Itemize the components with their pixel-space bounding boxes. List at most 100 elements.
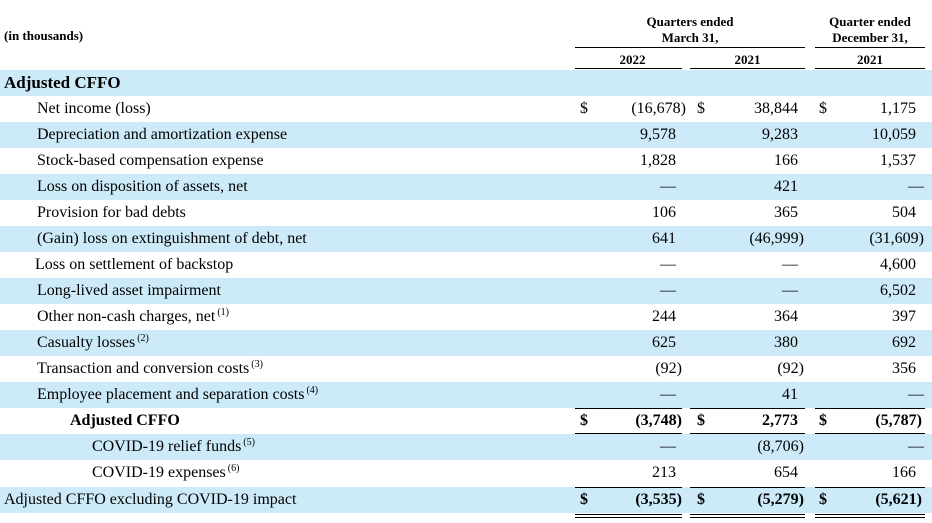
- table-row: Other non-cash charges, net (1) 244 364 3…: [0, 304, 932, 330]
- value-2021-q4: —: [908, 178, 924, 195]
- value-2022: —: [660, 386, 676, 403]
- col3-year: 2021: [857, 52, 883, 67]
- value-2021-q4: 504: [892, 204, 916, 221]
- total-top-rule: [575, 487, 682, 488]
- value-2021-q1: 38,844: [754, 100, 798, 117]
- subtotal-top-rule: [690, 408, 805, 409]
- subtotal-top-rule: [815, 408, 925, 409]
- footnote-marker: (6): [227, 463, 240, 474]
- value-2021-q4: —: [908, 386, 924, 403]
- section-title: Adjusted CFFO: [4, 73, 121, 92]
- value-2021-q1: (92): [777, 360, 804, 377]
- dollar-sign: $: [580, 412, 588, 429]
- value-2021-q4: 692: [892, 334, 916, 351]
- table-row: Long-lived asset impairment — — 6,502: [0, 278, 932, 304]
- value-2021-q4: (5,621): [875, 491, 922, 508]
- row-label: Adjusted CFFO: [70, 412, 180, 429]
- section-title-row: Adjusted CFFO: [0, 70, 932, 96]
- value-2022: —: [660, 256, 676, 273]
- row-label: Stock-based compensation expense: [37, 152, 264, 169]
- value-2022: 625: [652, 334, 676, 351]
- value-2022: 106: [652, 204, 676, 221]
- value-2021-q1: 166: [774, 152, 798, 169]
- dollar-sign: $: [580, 491, 588, 508]
- total-double-rule: [690, 517, 805, 518]
- subtotal-bottom-rule: [575, 433, 682, 434]
- subtotal-top-rule: [575, 408, 682, 409]
- dollar-sign: $: [697, 100, 705, 117]
- table-row: Net income (loss) $ (16,678) $ 38,844 $ …: [0, 96, 932, 122]
- table-row: Transaction and conversion costs (3) (92)…: [0, 356, 932, 382]
- row-label: Loss on settlement of backstop: [35, 256, 234, 273]
- total-double-rule: [575, 517, 682, 518]
- table-row: Depreciation and amortization expense 9,…: [0, 122, 932, 148]
- row-label: Casualty losses (2): [37, 333, 149, 351]
- footnote-marker: (3): [251, 359, 263, 370]
- footnote-marker: (2): [137, 333, 149, 344]
- value-2022: —: [660, 282, 676, 299]
- col2-year-underline: [690, 68, 805, 69]
- value-2021-q1: (8,706): [757, 438, 804, 455]
- value-2021-q1: 421: [774, 178, 798, 195]
- value-2022: 1,828: [640, 152, 676, 169]
- subtotal-row: Adjusted CFFO $ (3,748) $ 2,773 $ (5,787…: [0, 408, 932, 434]
- value-2021-q1: 380: [774, 334, 798, 351]
- value-2021-q4: (5,787): [875, 412, 922, 429]
- footnote-marker: (4): [306, 385, 319, 396]
- units-label: (in thousands): [4, 28, 84, 43]
- value-2021-q4: 6,502: [880, 282, 916, 299]
- value-2021-q1: —: [782, 256, 798, 273]
- value-2022: 213: [652, 464, 676, 481]
- value-2021-q1: (46,999): [749, 230, 804, 247]
- value-2021-q4: 1,537: [880, 152, 916, 169]
- total-double-rule: [815, 514, 925, 515]
- total-row: Adjusted CFFO excluding COVID-19 impact …: [0, 487, 932, 513]
- row-label: Loss on disposition of assets, net: [37, 178, 248, 195]
- value-2021-q1: (5,279): [757, 491, 804, 508]
- value-2021-q4: —: [908, 438, 924, 455]
- footnote-marker: (5): [243, 437, 255, 448]
- group2-underline: [815, 47, 925, 48]
- value-2022: (92): [655, 360, 682, 377]
- value-2022: —: [660, 178, 676, 195]
- total-double-rule: [815, 517, 925, 518]
- value-2021-q4: 166: [892, 464, 916, 481]
- dollar-sign: $: [580, 100, 588, 117]
- col1-year-underline: [575, 68, 682, 69]
- row-label: Depreciation and amortization expense: [37, 126, 288, 143]
- group1-header-line1: Quarters ended: [646, 14, 734, 29]
- subtotal-bottom-rule: [815, 433, 925, 434]
- value-2021-q4: 1,175: [880, 100, 916, 117]
- value-2022: 244: [652, 308, 676, 325]
- group2-header-line1: Quarter ended: [829, 14, 911, 29]
- value-2021-q4: 356: [892, 360, 916, 377]
- value-2021-q1: 9,283: [762, 126, 798, 143]
- row-label: COVID-19 expenses (6): [92, 463, 240, 481]
- value-2021-q1: 41: [782, 386, 798, 403]
- total-double-rule: [690, 514, 805, 515]
- value-2021-q1: —: [782, 282, 798, 299]
- row-label: Other non-cash charges, net (1): [37, 307, 229, 325]
- value-2022: (3,535): [635, 491, 682, 508]
- row-label: Employee placement and separation costs(…: [37, 385, 319, 403]
- col1-year: 2022: [619, 52, 646, 67]
- table-row: COVID-19 expenses (6) 213 654 166: [0, 460, 932, 486]
- table-row: (Gain) loss on extinguishment of debt, n…: [0, 226, 932, 252]
- table-row: Provision for bad debts 106 365 504: [0, 200, 932, 226]
- value-2021-q4: 397: [892, 308, 916, 325]
- value-2021-q1: 364: [774, 308, 798, 325]
- group2-header-line2: December 31,: [832, 30, 908, 45]
- table-row: Loss on settlement of backstop — — 4,600: [0, 252, 932, 278]
- dollar-sign: $: [697, 491, 705, 508]
- total-double-rule: [575, 514, 682, 515]
- dollar-sign: $: [697, 412, 705, 429]
- value-2022: (3,748): [635, 412, 682, 429]
- value-2021-q4: (31,609): [869, 230, 924, 247]
- row-label: Adjusted CFFO excluding COVID-19 impact: [4, 491, 297, 508]
- value-2021-q4: 10,059: [872, 126, 916, 143]
- col3-year-underline: [815, 68, 925, 69]
- dollar-sign: $: [819, 100, 827, 117]
- value-2021-q1: 2,773: [762, 412, 798, 429]
- value-2021-q4: 4,600: [880, 256, 916, 273]
- row-label: Net income (loss): [37, 100, 151, 117]
